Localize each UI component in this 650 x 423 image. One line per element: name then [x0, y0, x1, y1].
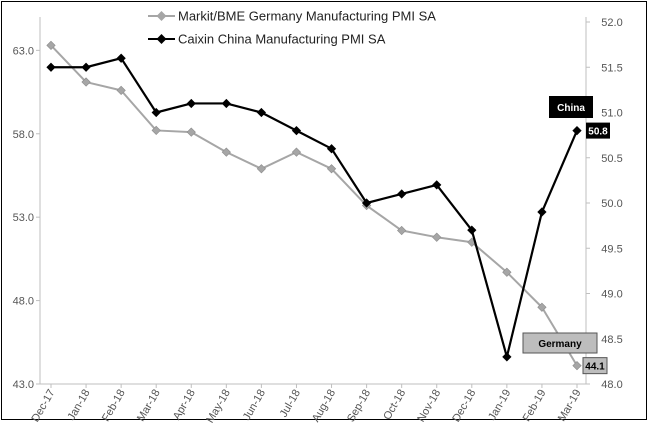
x-tick-label: Jun-18	[241, 388, 268, 423]
left-tick-label: 58.0	[13, 129, 34, 141]
left-axis-ticks: 63.0 58.0 53.0 48.0 43.0	[13, 45, 40, 391]
x-tick-label: Sep-18	[345, 388, 373, 423]
china-value-label: 50.8	[588, 127, 608, 138]
x-tick-label: Jan-18	[65, 388, 92, 423]
callouts: China 50.8 Germany 44.1	[522, 96, 610, 375]
germany-data-point	[221, 147, 231, 157]
china-data-point	[537, 207, 547, 217]
china-data-point	[326, 144, 337, 154]
china-series-line	[51, 57, 579, 358]
china-data-point	[81, 62, 91, 72]
germany-data-point	[116, 85, 126, 96]
legend-label-germany: Markit/BME Germany Manufacturing PMI SA	[178, 9, 436, 24]
china-data-point	[572, 125, 582, 136]
germany-value-box	[582, 357, 608, 375]
germany-data-point	[326, 164, 337, 174]
x-tick-label: Mar-19	[556, 388, 584, 423]
germany-data-point	[81, 77, 91, 87]
china-data-point	[221, 98, 231, 109]
right-tick-label: 49.0	[601, 289, 622, 301]
left-tick-label: 53.0	[13, 212, 34, 224]
germany-data-point	[502, 267, 512, 277]
x-axis-ticks: Dec-17 Jan-18 Feb-18 Mar-18 Apr-18 May-18 Jun-…	[29, 384, 584, 423]
series-layer	[46, 40, 582, 371]
legend-marker-china	[156, 34, 167, 44]
right-tick-label: 49.5	[601, 243, 622, 255]
x-tick-label: Oct-18	[381, 388, 408, 423]
x-tick-label: Dec-17	[29, 388, 57, 423]
china-data-point	[116, 53, 126, 63]
china-callout: China 50.8	[549, 96, 610, 139]
legend: Markit/BME Germany Manufacturing PMI SA …	[148, 9, 436, 47]
right-axis-ticks: 52.0 51.5 51.0 50.5 50.0 49.5 49.0 48.5 48.0	[586, 17, 623, 391]
right-tick-label: 51.5	[601, 62, 622, 74]
china-data-point	[46, 62, 56, 72]
germany-data-point	[572, 361, 582, 371]
china-data-point	[151, 107, 161, 118]
right-tick-label: 50.5	[601, 153, 622, 165]
germany-data-point	[432, 232, 442, 242]
plot-area	[39, 17, 587, 385]
china-data-point	[467, 225, 477, 235]
china-callout-box	[549, 96, 593, 118]
china-data-point	[186, 98, 196, 109]
china-data-point	[502, 352, 512, 362]
germany-data-point	[537, 302, 547, 312]
germany-callout: Germany 44.1	[522, 332, 608, 375]
germany-value-label: 44.1	[585, 362, 605, 373]
germany-callout-box	[522, 332, 598, 354]
china-callout-label: China	[557, 103, 585, 114]
germany-data-point	[256, 164, 267, 174]
germany-data-point	[291, 147, 302, 157]
legend-item-germany: Markit/BME Germany Manufacturing PMI SA	[148, 9, 436, 24]
x-tick-label: Dec-18	[450, 388, 478, 423]
right-tick-label: 48.0	[601, 379, 622, 391]
legend-marker-germany	[156, 11, 167, 21]
legend-label-china: Caixin China Manufacturing PMI SA	[178, 32, 386, 47]
china-data-point	[256, 107, 267, 118]
right-tick-label: 48.5	[601, 334, 622, 346]
china-data-point	[291, 125, 302, 136]
germany-callout-label: Germany	[538, 339, 582, 350]
right-tick-label: 52.0	[601, 17, 622, 29]
left-tick-label: 63.0	[13, 45, 34, 57]
germany-series-line	[50, 44, 578, 367]
germany-data-point	[397, 225, 407, 236]
germany-data-point	[186, 127, 196, 137]
x-tick-label: Apr-18	[171, 388, 198, 423]
left-tick-label: 43.0	[13, 379, 34, 391]
x-tick-label: Feb-19	[521, 388, 549, 423]
china-data-point	[361, 198, 372, 208]
germany-data-point	[46, 40, 56, 50]
x-tick-label: Feb-18	[100, 388, 128, 423]
china-data-point	[397, 189, 407, 199]
x-tick-label: Aug-18	[310, 388, 338, 423]
germany-data-point	[151, 125, 161, 136]
legend-item-china: Caixin China Manufacturing PMI SA	[148, 32, 386, 47]
x-tick-label: Mar-18	[135, 388, 163, 423]
x-tick-label: Nov-18	[415, 388, 443, 423]
x-tick-label: Jan-19	[486, 388, 513, 423]
left-tick-label: 48.0	[13, 296, 34, 308]
right-tick-label: 50.0	[601, 198, 622, 210]
x-tick-label: May-18	[204, 388, 233, 423]
china-data-point	[432, 180, 442, 190]
x-tick-label: Jul-18	[278, 388, 303, 420]
right-tick-label: 51.0	[601, 108, 622, 120]
china-value-box	[586, 122, 610, 139]
